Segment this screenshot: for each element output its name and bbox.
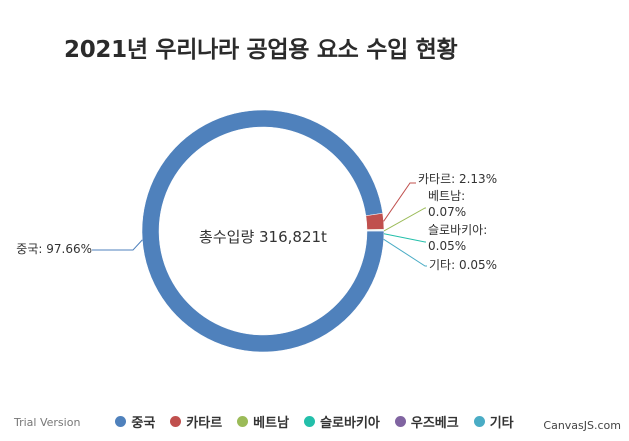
data-label-베트남-line2: 0.07% [428, 205, 466, 219]
leader-lines-group [92, 182, 427, 267]
center-label: 총수입량 316,821t [199, 228, 327, 246]
legend-label: 중국 [131, 416, 156, 431]
data-label-슬로바키아-line1: 슬로바키아: [428, 223, 487, 237]
legend-label: 베트남 [253, 416, 290, 431]
slice-중국[interactable] [141, 109, 385, 353]
legend-item-기타[interactable]: 기타 [473, 412, 514, 431]
legend-item-카타르[interactable]: 카타르 [170, 412, 222, 431]
legend-marker-icon [304, 416, 316, 427]
leader-line-베트남 [383, 207, 426, 232]
data-label-기타: 기타: 0.05% [429, 258, 497, 272]
legend-marker-icon [237, 416, 249, 427]
legend-marker-icon [394, 416, 406, 427]
data-labels-group: 중국: 97.66% 카타르: 2.13% 베트남: 0.07% 슬로바키아: 0.05%… [16, 172, 497, 272]
leader-line-카타르 [383, 182, 416, 222]
legend-label: 카타르 [186, 416, 223, 431]
chart-title: 2021년 우리나라 공업용 요소 수입 현황 [64, 37, 458, 63]
legend-label: 슬로바키아 [320, 416, 380, 431]
data-label-중국: 중국: 97.66% [16, 242, 92, 256]
leader-line-기타 [383, 238, 427, 267]
legend-marker-icon [473, 416, 485, 427]
data-label-베트남-line1: 베트남: [428, 189, 465, 203]
leader-line-슬로바키아 [383, 233, 426, 243]
legend-label: 우즈베크 [410, 416, 459, 431]
slice-카타르[interactable] [365, 212, 385, 230]
legend-marker-icon [170, 416, 182, 427]
trial-watermark: Trial Version [14, 416, 81, 429]
legend-item-우즈베크[interactable]: 우즈베크 [394, 412, 459, 431]
legend-item-슬로바키아[interactable]: 슬로바키아 [304, 412, 380, 431]
legend: 중국 카타르 베트남 슬로바키아 우즈베크 기타 [0, 412, 629, 431]
legend-item-베트남[interactable]: 베트남 [237, 412, 289, 431]
legend-label: 기타 [489, 416, 514, 431]
data-label-카타르: 카타르: 2.13% [418, 172, 497, 186]
credit-link[interactable]: CanvasJS.com [543, 419, 621, 432]
legend-marker-icon [115, 416, 127, 427]
legend-item-중국[interactable]: 중국 [115, 412, 155, 431]
leader-line-중국 [92, 239, 143, 251]
data-label-슬로바키아-line2: 0.05% [428, 239, 466, 253]
